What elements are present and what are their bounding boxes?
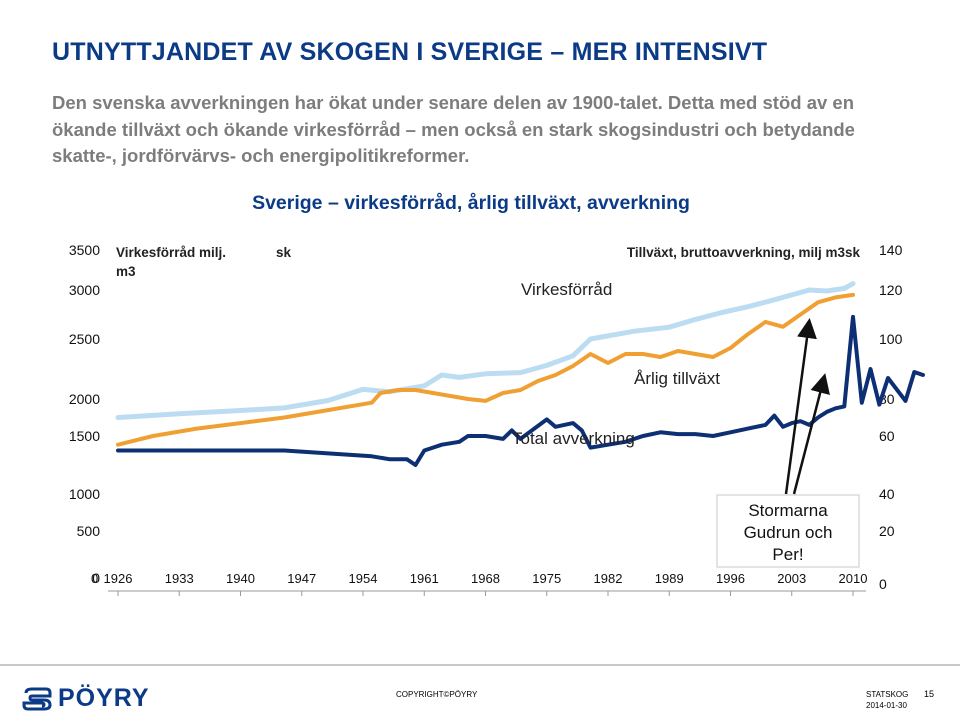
- series-line-right: [116, 314, 925, 467]
- series-layer: [115, 281, 925, 467]
- brand-name: PÖYRY: [58, 684, 150, 712]
- left-axis-label-suffix: sk: [276, 245, 292, 260]
- right-tick-label: 100: [879, 331, 903, 347]
- x-tick-label: 1954: [349, 571, 378, 586]
- x-tick-label: 1947: [287, 571, 316, 586]
- poyry-logo-icon: [22, 687, 52, 710]
- storm-callout-text: Stormarna Gudrun och Per!: [744, 501, 833, 564]
- chart-title: Sverige – virkesförråd, årlig tillväxt, …: [252, 192, 690, 214]
- annotation-growth: Årlig tillväxt: [634, 369, 720, 388]
- storm-text-line: Gudrun och: [744, 523, 833, 542]
- footer-date: 2014-01-30: [866, 701, 907, 710]
- page-number: 15: [924, 689, 935, 699]
- left-axis-ticks: 3500 3000 2500 2000 1500 1000 500 0: [69, 242, 100, 586]
- x-tick-label: 1933: [165, 571, 194, 586]
- x-tick-label: 2010: [839, 571, 868, 586]
- storm-arrow-per: [792, 373, 830, 495]
- left-tick-label: 3500: [69, 242, 100, 258]
- footer-meta: STATSKOG 2014-01-30: [866, 689, 908, 711]
- left-axis-label: Virkesförråd milj.: [116, 245, 226, 260]
- x-origin-label: 0: [91, 571, 98, 586]
- left-axis-label-unit: m3: [116, 264, 136, 279]
- right-tick-label: 60: [879, 428, 895, 444]
- storm-callout-box: [716, 494, 860, 568]
- annotation-harvest: Total avverkning: [512, 429, 635, 448]
- storm-text-line: Stormarna: [748, 501, 828, 520]
- x-tick-label: 2003: [777, 571, 806, 586]
- copyright: COPYRIGHT©PÖYRY: [396, 690, 478, 699]
- series-line-left: [115, 281, 856, 420]
- slide-title: UTNYTTJANDET AV SKOGEN I SVERIGE – MER I…: [52, 38, 768, 66]
- right-tick-label: 20: [879, 523, 895, 539]
- x-tick-label: 1989: [655, 571, 684, 586]
- x-tick-label: 1940: [226, 571, 255, 586]
- left-tick-label: 0: [92, 570, 100, 586]
- right-tick-label: 120: [879, 282, 903, 298]
- left-tick-label: 500: [77, 523, 101, 539]
- right-tick-label: 0: [879, 576, 887, 592]
- left-tick-label: 2500: [69, 331, 100, 347]
- storm-text-line: Per!: [772, 545, 803, 564]
- left-tick-label: 1500: [69, 428, 100, 444]
- x-tick-label: 1975: [532, 571, 561, 586]
- intro-text: Den svenska avverkningen har ökat under …: [52, 92, 855, 166]
- x-axis: 1926 1933 1940 1947 1954 1961 1968 1975 1982 1989…: [91, 571, 867, 596]
- x-tick-label: 1926: [104, 571, 133, 586]
- storm-arrows: [784, 318, 830, 495]
- x-tick-label: 1982: [594, 571, 623, 586]
- storm-arrow-gudrun: [784, 318, 817, 495]
- annotation-stock: Virkesförråd: [521, 280, 612, 299]
- series-line-right: [116, 292, 855, 447]
- x-tick-label: 1968: [471, 571, 500, 586]
- x-tick-label: 1996: [716, 571, 745, 586]
- right-tick-label: 40: [879, 486, 895, 502]
- org-name: STATSKOG: [866, 690, 909, 699]
- left-tick-label: 1000: [69, 486, 100, 502]
- left-tick-label: 2000: [69, 391, 100, 407]
- right-tick-label: 140: [879, 242, 903, 258]
- poyry-logo: PÖYRY: [22, 684, 150, 713]
- right-axis-label: Tillväxt, bruttoavverkning, milj m3sk: [627, 245, 861, 260]
- left-tick-label: 3000: [69, 282, 100, 298]
- footer-divider: [0, 664, 960, 666]
- x-tick-label: 1961: [410, 571, 439, 586]
